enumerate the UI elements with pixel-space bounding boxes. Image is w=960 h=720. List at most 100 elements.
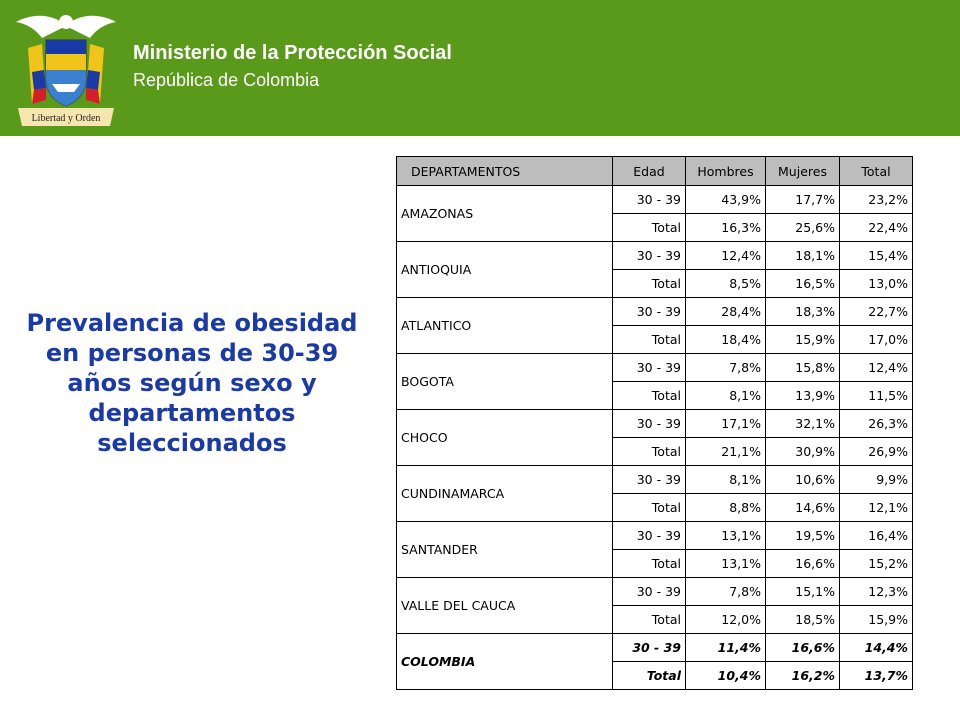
mujeres-cell: 17,7% xyxy=(765,185,840,214)
mujeres-cell: 19,5% xyxy=(765,521,840,550)
hombres-cell: 7,8% xyxy=(685,577,766,606)
header-edad: Edad xyxy=(612,156,686,186)
age-cell: 30 - 39 xyxy=(612,241,686,270)
mujeres-cell: 13,9% xyxy=(765,381,840,410)
header-banner: Libertad y Orden Ministerio de la Protec… xyxy=(0,0,960,136)
header-mujeres: Mujeres xyxy=(765,156,840,186)
age-cell: Total xyxy=(612,381,686,410)
total-cell: 12,1% xyxy=(839,493,913,522)
age-cell: 30 - 39 xyxy=(612,577,686,606)
age-cell: Total xyxy=(612,437,686,466)
mujeres-cell: 10,6% xyxy=(765,465,840,494)
hombres-cell: 28,4% xyxy=(685,297,766,326)
hombres-cell: 43,9% xyxy=(685,185,766,214)
age-cell: Total xyxy=(612,325,686,354)
department-cell: ANTIOQUIA xyxy=(396,241,613,298)
total-cell: 22,4% xyxy=(839,213,913,242)
header-hombres: Hombres xyxy=(685,156,766,186)
department-cell: SANTANDER xyxy=(396,521,613,578)
table-row: Total 8,1% 13,9% 11,5% xyxy=(397,381,913,410)
table-row: AMAZONAS 30 - 39 43,9% 17,7% 23,2% xyxy=(396,185,913,242)
mujeres-cell: 15,9% xyxy=(765,325,840,354)
obesity-table: DEPARTAMENTOS Edad Hombres Mujeres Total… xyxy=(396,156,913,690)
mujeres-cell: 16,2% xyxy=(765,661,840,690)
mujeres-cell: 16,6% xyxy=(765,633,840,662)
table-row: Total 13,1% 16,6% 15,2% xyxy=(397,549,913,578)
mujeres-cell: 18,3% xyxy=(765,297,840,326)
table-header-row: DEPARTAMENTOS Edad Hombres Mujeres Total xyxy=(396,156,913,186)
department-cell: VALLE DEL CAUCA xyxy=(396,577,613,634)
hombres-cell: 13,1% xyxy=(685,549,766,578)
hombres-cell: 7,8% xyxy=(685,353,766,382)
age-cell: Total xyxy=(612,661,686,690)
department-cell: COLOMBIA xyxy=(396,633,613,690)
department-cell: CUNDINAMARCA xyxy=(396,465,613,522)
hombres-cell: 12,4% xyxy=(685,241,766,270)
republic-name: República de Colombia xyxy=(133,70,320,90)
table-row: Total 8,5% 16,5% 13,0% xyxy=(397,269,913,298)
hombres-cell: 12,0% xyxy=(685,605,766,634)
table-row: CUNDINAMARCA 30 - 39 8,1% 10,6% 9,9% xyxy=(396,465,913,522)
total-cell: 15,4% xyxy=(839,241,913,270)
department-cell: AMAZONAS xyxy=(396,185,613,242)
table-row: BOGOTA 30 - 39 7,8% 15,8% 12,4% xyxy=(396,353,913,410)
age-cell: 30 - 39 xyxy=(612,353,686,382)
hombres-cell: 8,5% xyxy=(685,269,766,298)
crest-motto: Libertad y Orden xyxy=(32,113,101,124)
hombres-cell: 16,3% xyxy=(685,213,766,242)
slide-title: Prevalencia de obesidad en personas de 3… xyxy=(26,309,358,457)
age-cell: Total xyxy=(612,269,686,298)
total-cell: 17,0% xyxy=(839,325,913,354)
hombres-cell: 8,1% xyxy=(685,381,766,410)
age-cell: Total xyxy=(612,493,686,522)
department-cell: BOGOTA xyxy=(396,353,613,410)
age-cell: 30 - 39 xyxy=(612,297,686,326)
total-cell: 13,0% xyxy=(839,269,913,298)
age-cell: Total xyxy=(612,605,686,634)
hombres-cell: 21,1% xyxy=(685,437,766,466)
table-row: Total 8,8% 14,6% 12,1% xyxy=(397,493,913,522)
total-cell: 15,9% xyxy=(839,605,913,634)
age-cell: 30 - 39 xyxy=(612,409,686,438)
mujeres-cell: 18,1% xyxy=(765,241,840,270)
mujeres-cell: 15,8% xyxy=(765,353,840,382)
hombres-cell: 17,1% xyxy=(685,409,766,438)
age-cell: 30 - 39 xyxy=(612,521,686,550)
table-row: Total 16,3% 25,6% 22,4% xyxy=(397,213,913,242)
total-cell: 26,3% xyxy=(839,409,913,438)
total-cell: 15,2% xyxy=(839,549,913,578)
header-total: Total xyxy=(839,156,913,186)
total-cell: 22,7% xyxy=(839,297,913,326)
table-row: CHOCO 30 - 39 17,1% 32,1% 26,3% xyxy=(396,409,913,466)
table-body: AMAZONAS 30 - 39 43,9% 17,7% 23,2% Total 16,3%… xyxy=(396,185,913,690)
mujeres-cell: 18,5% xyxy=(765,605,840,634)
hombres-cell: 13,1% xyxy=(685,521,766,550)
table-row: SANTANDER 30 - 39 13,1% 19,5% 16,4% xyxy=(396,521,913,578)
hombres-cell: 8,8% xyxy=(685,493,766,522)
table-row: Total 18,4% 15,9% 17,0% xyxy=(397,325,913,354)
age-cell: 30 - 39 xyxy=(612,185,686,214)
total-cell: 12,4% xyxy=(839,353,913,382)
table-row: ANTIOQUIA 30 - 39 12,4% 18,1% 15,4% xyxy=(396,241,913,298)
age-cell: Total xyxy=(612,213,686,242)
table-row: VALLE DEL CAUCA 30 - 39 7,8% 15,1% 12,3% xyxy=(396,577,913,634)
hombres-cell: 10,4% xyxy=(685,661,766,690)
department-cell: ATLANTICO xyxy=(396,297,613,354)
mujeres-cell: 32,1% xyxy=(765,409,840,438)
total-cell: 23,2% xyxy=(839,185,913,214)
ministry-name: Ministerio de la Protección Social xyxy=(133,42,452,64)
total-cell: 11,5% xyxy=(839,381,913,410)
table-row: COLOMBIA 30 - 39 11,4% 16,6% 14,4% xyxy=(396,633,913,690)
mujeres-cell: 16,5% xyxy=(765,269,840,298)
table-row: ATLANTICO 30 - 39 28,4% 18,3% 22,7% xyxy=(396,297,913,354)
total-cell: 12,3% xyxy=(839,577,913,606)
age-cell: Total xyxy=(612,549,686,578)
hombres-cell: 11,4% xyxy=(685,633,766,662)
mujeres-cell: 16,6% xyxy=(765,549,840,578)
mujeres-cell: 14,6% xyxy=(765,493,840,522)
hombres-cell: 8,1% xyxy=(685,465,766,494)
table-row: Total 12,0% 18,5% 15,9% xyxy=(397,605,913,634)
total-cell: 26,9% xyxy=(839,437,913,466)
total-cell: 14,4% xyxy=(839,633,913,662)
age-cell: 30 - 39 xyxy=(612,633,686,662)
